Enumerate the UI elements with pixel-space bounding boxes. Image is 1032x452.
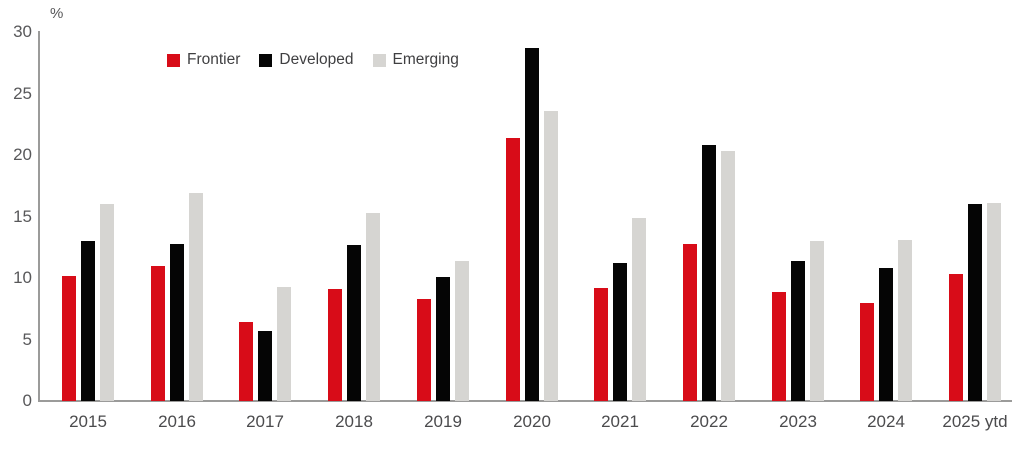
bar-frontier-2025-ytd (949, 274, 963, 401)
bar-developed-2015 (81, 241, 95, 401)
legend: Frontier Developed Emerging (167, 51, 459, 69)
bar-frontier-2024 (860, 303, 874, 401)
bar-frontier-2016 (151, 266, 165, 401)
y-axis-unit-label: % (50, 5, 64, 22)
bar-emerging-2024 (898, 240, 912, 401)
bar-emerging-2025-ytd (987, 203, 1001, 401)
bar-emerging-2023 (810, 241, 824, 401)
bar-developed-2021 (613, 263, 627, 401)
bar-emerging-2018 (366, 213, 380, 401)
bar-developed-2017 (258, 331, 272, 401)
y-tick-label-15: 15 (13, 206, 32, 226)
legend-swatch-icon (259, 53, 273, 67)
bar-developed-2019 (436, 277, 450, 401)
bar-emerging-2015 (100, 204, 114, 401)
x-category-label-2018: 2018 (335, 412, 373, 431)
legend-label: Frontier (187, 51, 241, 68)
legend-label: Emerging (392, 51, 459, 68)
bar-frontier-2017 (239, 322, 253, 401)
bar-frontier-2023 (772, 292, 786, 401)
legend-item-frontier: Frontier (167, 51, 240, 69)
bar-emerging-2016 (189, 193, 203, 401)
y-tick-label-0: 0 (22, 391, 32, 410)
x-category-label-2022: 2022 (690, 412, 728, 431)
x-category-label-2025-ytd: 2025 ytd (942, 412, 1008, 431)
y-axis-line (38, 31, 40, 402)
bar-developed-2018 (347, 245, 361, 401)
y-tick-label-25: 25 (13, 83, 32, 103)
x-category-label-2020: 2020 (513, 412, 551, 431)
bar-emerging-2022 (721, 151, 735, 401)
bar-frontier-2019 (417, 299, 431, 401)
bar-frontier-2021 (594, 288, 608, 401)
x-axis-line (38, 400, 1012, 402)
legend-label: Developed (279, 51, 354, 68)
bar-frontier-2022 (683, 244, 697, 401)
y-tick-label-30: 30 (13, 22, 32, 41)
bar-frontier-2015 (62, 276, 76, 401)
bar-emerging-2020 (544, 111, 558, 401)
y-tick-label-10: 10 (13, 268, 32, 287)
x-category-label-2021: 2021 (601, 412, 639, 431)
bar-developed-2024 (879, 268, 893, 401)
bar-frontier-2018 (328, 289, 342, 401)
bar-emerging-2019 (455, 261, 469, 401)
bar-developed-2022 (702, 145, 716, 401)
bar-emerging-2017 (277, 287, 291, 401)
bar-emerging-2021 (632, 218, 646, 401)
x-category-label-2016: 2016 (158, 412, 196, 431)
legend-swatch-icon (167, 53, 180, 67)
bar-frontier-2020 (506, 138, 520, 401)
bar-developed-2020 (525, 48, 539, 401)
x-category-label-2023: 2023 (779, 412, 817, 431)
x-category-label-2019: 2019 (424, 412, 462, 431)
bar-developed-2016 (170, 244, 184, 401)
x-category-label-2015: 2015 (69, 412, 107, 431)
legend-item-developed: Developed (259, 51, 354, 69)
x-category-label-2024: 2024 (867, 412, 905, 431)
y-tick-label-20: 20 (13, 145, 32, 164)
bar-developed-2023 (791, 261, 805, 401)
legend-item-emerging: Emerging (372, 51, 459, 69)
bar-developed-2025-ytd (968, 204, 982, 401)
x-category-label-2017: 2017 (246, 412, 284, 431)
y-tick-label-5: 5 (22, 329, 32, 349)
legend-swatch-icon (372, 53, 386, 67)
